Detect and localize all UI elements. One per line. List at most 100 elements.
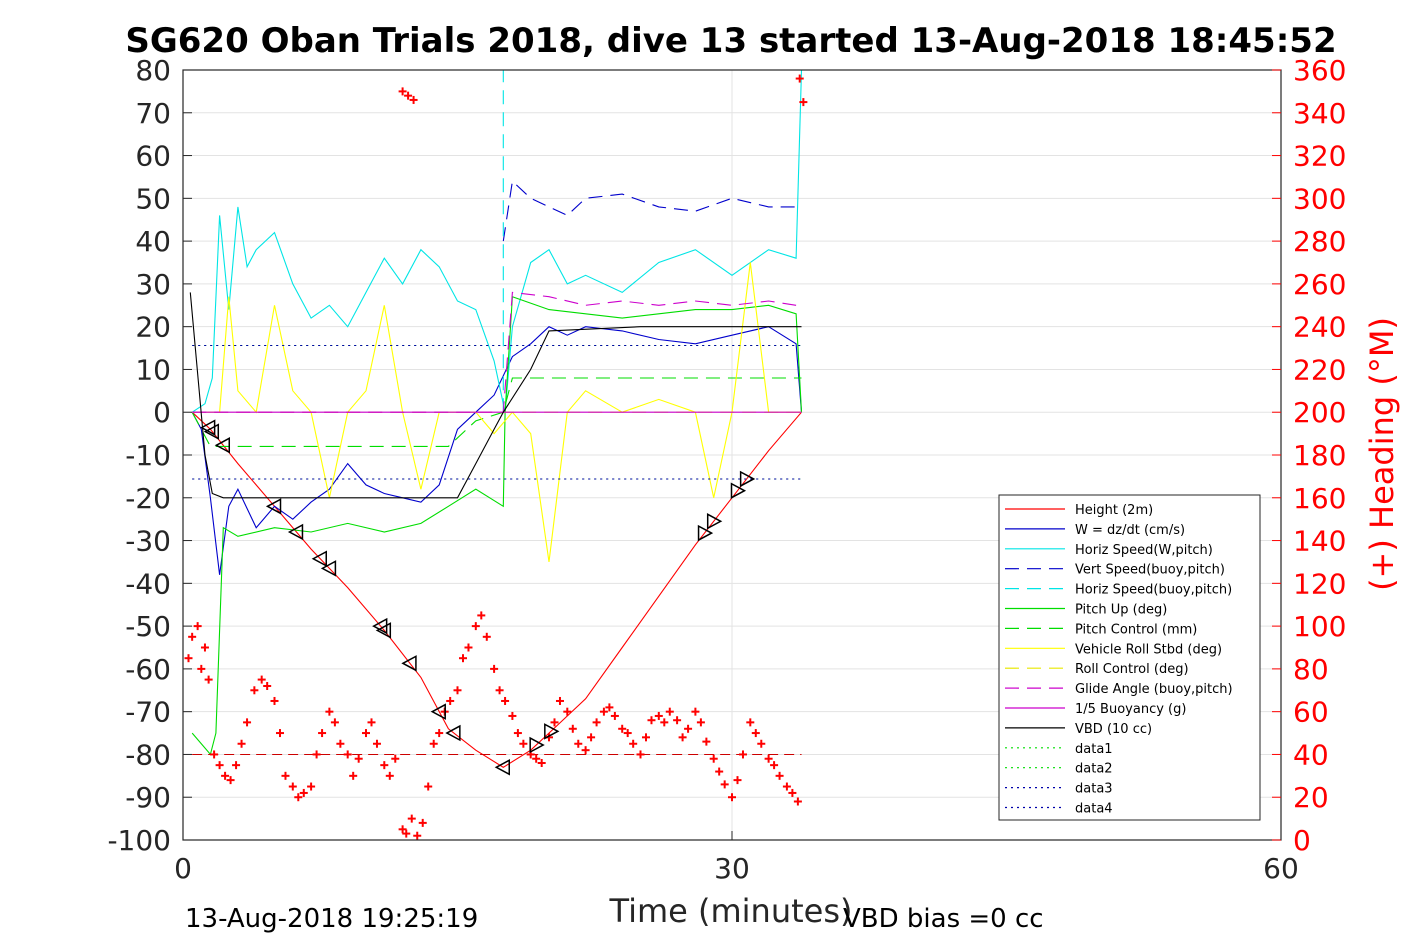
heading-point xyxy=(654,711,663,720)
heading-point xyxy=(232,761,241,770)
heading-point xyxy=(764,754,773,763)
y-tick-label: -100 xyxy=(107,824,171,857)
heading-point xyxy=(581,746,590,755)
y-right-tick-label: 240 xyxy=(1293,311,1346,344)
heading-point xyxy=(782,782,791,791)
height-marker xyxy=(697,524,714,542)
height-marker xyxy=(445,724,461,742)
legend-entry-label: 1/5 Buoyancy (g) xyxy=(1075,702,1186,717)
height-marker xyxy=(287,523,304,541)
heading-point xyxy=(513,729,522,738)
heading-point xyxy=(312,750,321,759)
y-tick-label: 50 xyxy=(135,182,171,215)
heading-point xyxy=(330,718,339,727)
y-tick-label: -50 xyxy=(125,610,171,643)
heading-point xyxy=(757,739,766,748)
heading-point xyxy=(193,622,202,631)
y-right-tick-label: 340 xyxy=(1293,97,1346,130)
heading-point xyxy=(550,718,559,727)
heading-point xyxy=(288,782,297,791)
heading-point xyxy=(508,711,517,720)
heading-point xyxy=(587,733,596,742)
x-tick-label: 0 xyxy=(174,852,192,885)
heading-point xyxy=(349,771,358,780)
legend-entry-label: Pitch Control (mm) xyxy=(1075,622,1197,637)
height-marker xyxy=(320,560,337,577)
heading-point xyxy=(738,750,747,759)
heading-point xyxy=(733,776,742,785)
y-tick-label: 20 xyxy=(135,311,171,344)
y-right-tick-label: 280 xyxy=(1293,225,1346,258)
plot-area xyxy=(184,69,808,840)
heading-point xyxy=(184,654,193,663)
heading-point xyxy=(294,793,303,802)
heading-point xyxy=(226,776,235,785)
heading-point xyxy=(678,733,687,742)
y-tick-label: 80 xyxy=(135,54,171,87)
chart-title: SG620 Oban Trials 2018, dive 13 started … xyxy=(125,21,1336,61)
y-right-tick-label: 60 xyxy=(1293,696,1329,729)
heading-point xyxy=(204,675,213,684)
y-tick-label: -40 xyxy=(125,567,171,600)
y-tick-label: -60 xyxy=(125,653,171,686)
legend-entry-label: Height (2m) xyxy=(1075,503,1153,518)
height-marker xyxy=(311,550,327,567)
heading-point xyxy=(696,718,705,727)
y-right-tick-label: 160 xyxy=(1293,482,1346,515)
heading-point xyxy=(372,739,381,748)
y-right-tick-label: 260 xyxy=(1293,268,1346,301)
legend-entry-label: Roll Control (deg) xyxy=(1075,662,1189,677)
heading-point xyxy=(574,739,583,748)
series-line-pitch-control-mm xyxy=(191,377,802,447)
heading-point xyxy=(385,771,394,780)
legend-entry-label: W = dz/dt (cm/s) xyxy=(1075,523,1185,538)
heading-point xyxy=(537,759,546,767)
series-line-pitch-up-deg xyxy=(191,295,803,756)
heading-point xyxy=(424,782,433,791)
legend-entry-label: data4 xyxy=(1075,802,1113,817)
heading-point xyxy=(746,718,755,727)
height-marker xyxy=(730,482,747,499)
heading-point xyxy=(429,739,438,748)
y-right-tick-label: 220 xyxy=(1293,353,1346,386)
footer-timestamp: 13-Aug-2018 19:25:19 xyxy=(185,904,478,934)
heading-point xyxy=(398,825,407,834)
legend-entry-label: Horiz Speed(W,pitch) xyxy=(1075,543,1213,558)
y-tick-label: 40 xyxy=(135,225,171,258)
heading-point xyxy=(299,788,308,797)
heading-point xyxy=(318,729,327,738)
y-right-tick-label: 100 xyxy=(1293,610,1346,643)
x-tick-label: 30 xyxy=(714,852,750,885)
heading-point xyxy=(413,831,422,840)
heading-point xyxy=(471,622,480,631)
y-right-tick-label: 20 xyxy=(1293,781,1329,814)
tick-labels: 80706050403020100-10-20-30-40-50-60-70-8… xyxy=(107,54,1346,885)
heading-point xyxy=(418,818,427,827)
series-line-w-dz-dt-cm-s xyxy=(191,326,803,575)
heading-point xyxy=(435,729,444,738)
heading-point xyxy=(275,729,284,738)
series-line-horiz-speed-w-pitch xyxy=(191,69,803,413)
height-marker xyxy=(375,622,392,639)
x-axis-label: Time (minutes) xyxy=(609,892,853,930)
legend-entry-label: Vert Speed(buoy,pitch) xyxy=(1075,563,1225,578)
heading-point xyxy=(221,771,230,780)
heading-point xyxy=(665,707,674,716)
heading-point xyxy=(629,739,638,748)
heading-point xyxy=(795,74,804,83)
y-tick-label: -10 xyxy=(125,439,171,472)
height-marker xyxy=(529,736,545,754)
heading-point xyxy=(684,724,693,733)
y-right-tick-label: 320 xyxy=(1293,140,1346,173)
y-right-tick-label: 80 xyxy=(1293,653,1329,686)
heading-point xyxy=(354,754,363,763)
y-right-tick-label: 40 xyxy=(1293,738,1329,771)
heading-point xyxy=(720,780,729,789)
heading-point xyxy=(501,696,510,705)
right-y-axis-label: (+) Heading (°M) xyxy=(1363,317,1401,591)
y-tick-label: 60 xyxy=(135,140,171,173)
footer-vbd-bias: VBD bias =0 cc xyxy=(843,904,1044,934)
y-tick-label: -90 xyxy=(125,781,171,814)
heading-point xyxy=(618,724,627,733)
y-tick-label: 70 xyxy=(135,97,171,130)
